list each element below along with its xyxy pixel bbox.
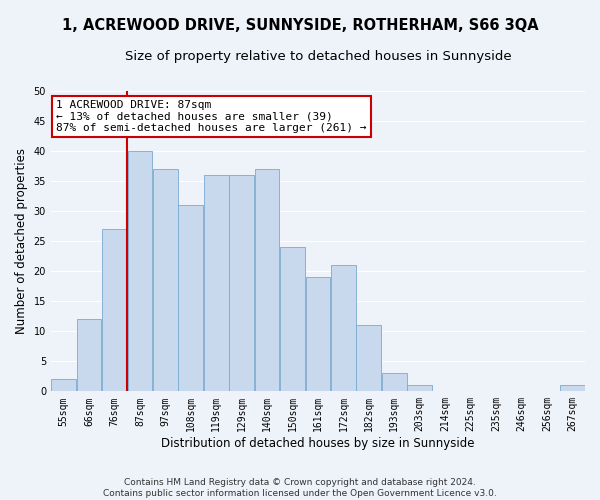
Bar: [229, 175, 254, 392]
Bar: [407, 386, 432, 392]
Text: Contains HM Land Registry data © Crown copyright and database right 2024.
Contai: Contains HM Land Registry data © Crown c…: [103, 478, 497, 498]
Bar: [178, 205, 203, 392]
Title: Size of property relative to detached houses in Sunnyside: Size of property relative to detached ho…: [125, 50, 511, 63]
Bar: [356, 325, 381, 392]
Bar: [153, 169, 178, 392]
Bar: [51, 380, 76, 392]
Bar: [560, 386, 584, 392]
Y-axis label: Number of detached properties: Number of detached properties: [15, 148, 28, 334]
Bar: [255, 169, 280, 392]
Bar: [102, 229, 127, 392]
Bar: [382, 374, 407, 392]
Text: 1, ACREWOOD DRIVE, SUNNYSIDE, ROTHERHAM, S66 3QA: 1, ACREWOOD DRIVE, SUNNYSIDE, ROTHERHAM,…: [62, 18, 538, 32]
Bar: [280, 247, 305, 392]
Bar: [305, 277, 330, 392]
Bar: [128, 150, 152, 392]
Bar: [331, 265, 356, 392]
Bar: [77, 319, 101, 392]
Bar: [204, 175, 229, 392]
Text: 1 ACREWOOD DRIVE: 87sqm
← 13% of detached houses are smaller (39)
87% of semi-de: 1 ACREWOOD DRIVE: 87sqm ← 13% of detache…: [56, 100, 367, 133]
X-axis label: Distribution of detached houses by size in Sunnyside: Distribution of detached houses by size …: [161, 437, 475, 450]
